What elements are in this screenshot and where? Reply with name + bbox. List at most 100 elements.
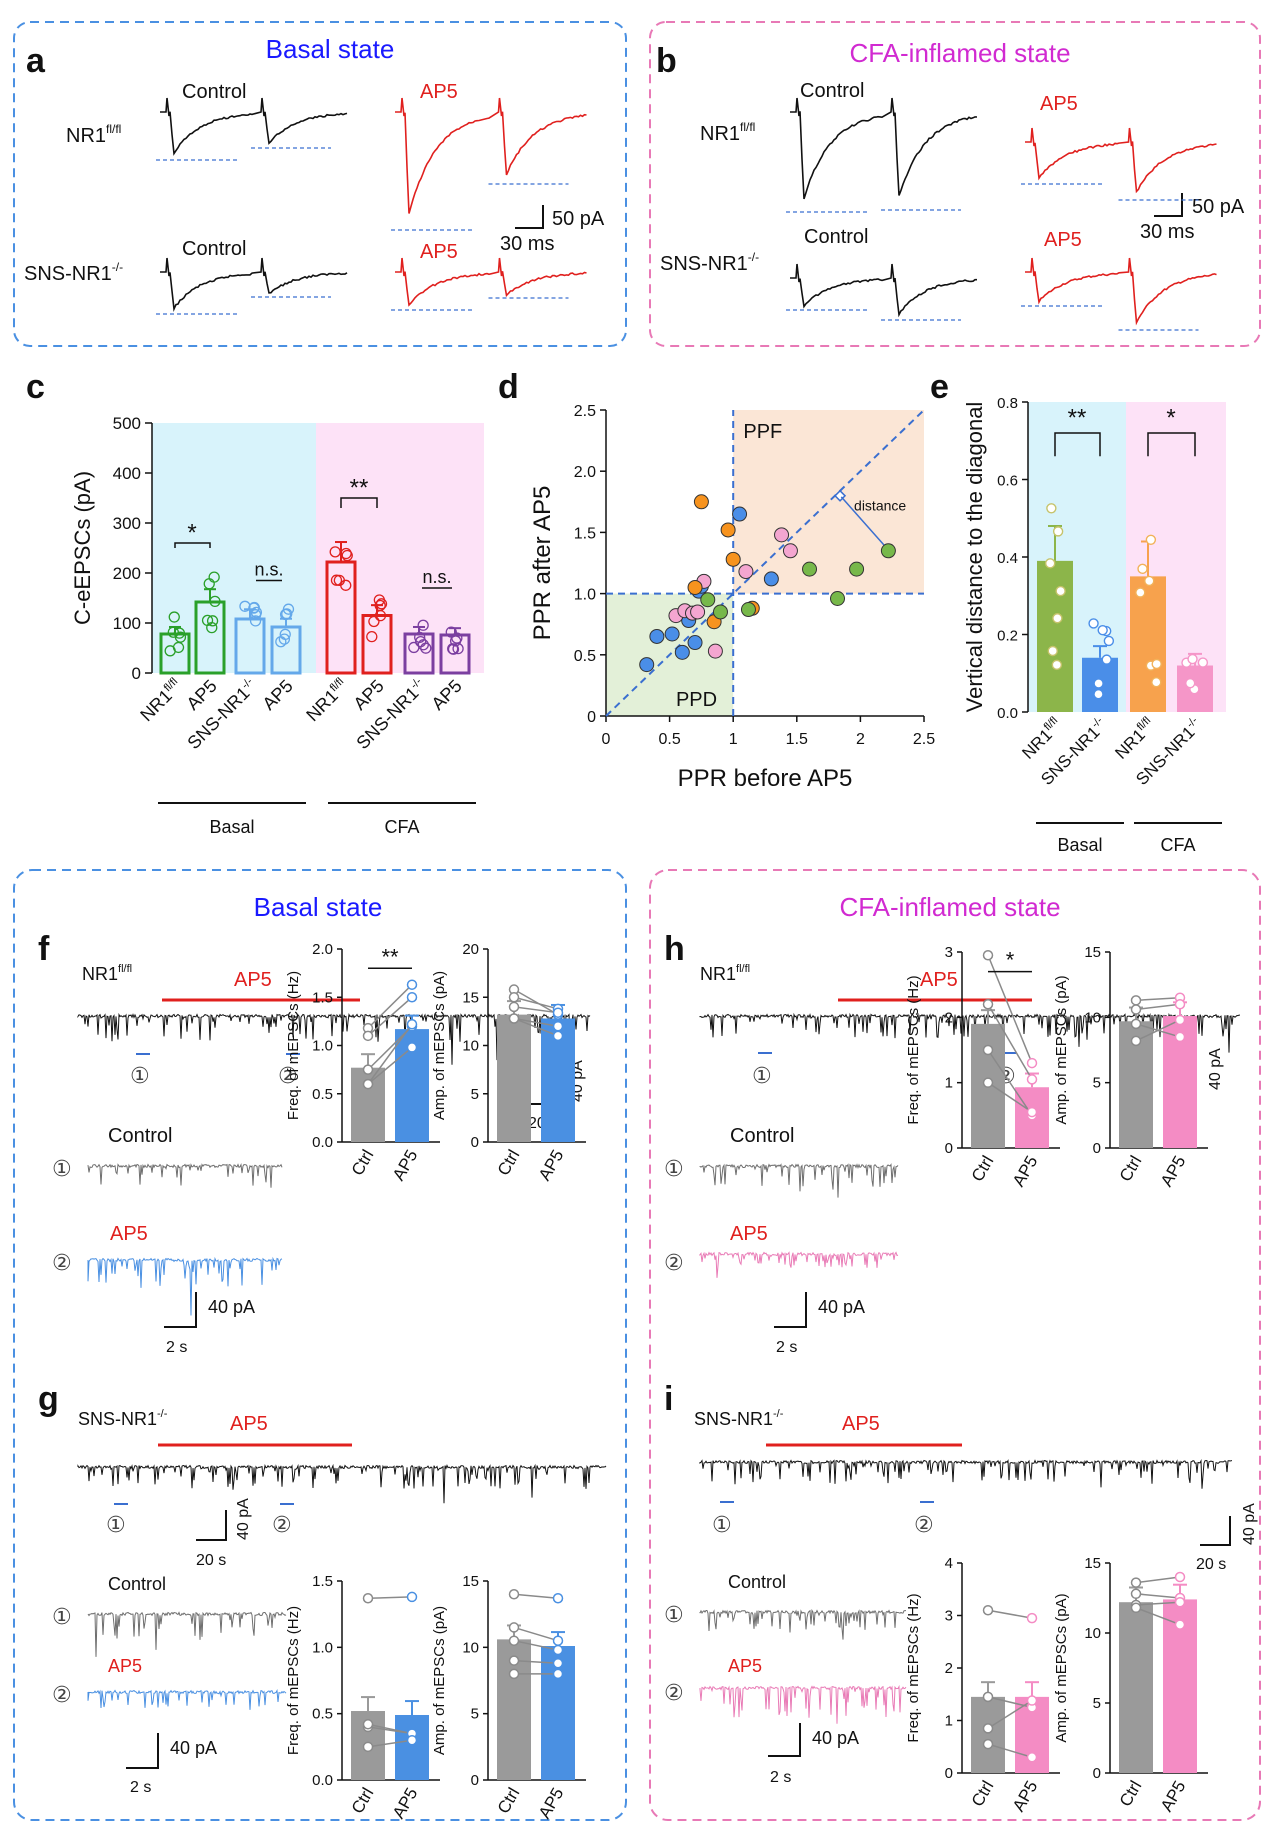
i-scale-s: 20 s: [1196, 1556, 1226, 1573]
e-sig-bracket-2: [1147, 432, 1196, 457]
g_amp-y-tick-label: 15: [462, 1573, 479, 1590]
d-ppd-label: PPD: [676, 689, 717, 711]
g_amp-y-tick-label: 0: [471, 1772, 479, 1789]
g-ap5-inset-label: AP5: [108, 1656, 142, 1676]
g_amp-y-tick-label: 5: [471, 1706, 479, 1723]
h_amp-ctrl-point: [1130, 1018, 1142, 1030]
f_freq-pair-line: [367, 1023, 413, 1085]
i_freq-ctrl-point: [982, 1723, 994, 1734]
a-control-label-2: Control: [182, 238, 246, 260]
e-point: [1187, 653, 1198, 665]
i-ap5-label: AP5: [842, 1413, 880, 1435]
panel-label-g: g: [38, 1380, 59, 1418]
i_freq-y-tick-label: 0: [945, 1765, 953, 1782]
c-group-label-basal: Basal: [209, 817, 254, 837]
e-point: [1044, 558, 1056, 569]
h_amp-pair-line: [1135, 1019, 1181, 1042]
f_amp-y-tick-label: 10: [462, 1038, 479, 1055]
b-control-label-2: Control: [804, 226, 868, 248]
d-point: [782, 543, 798, 559]
e-sig-bracket-1: [1054, 432, 1101, 457]
f-inset-scale-pa: 40 pA: [208, 1297, 255, 1317]
h_freq-sig: *: [1006, 948, 1015, 973]
i_freq-ap5-point: [1026, 1612, 1038, 1624]
e-point: [1052, 526, 1064, 537]
d-x-tick-label: 2.5: [913, 731, 935, 748]
e-group-label-cfa: CFA: [1160, 835, 1195, 855]
d-point: [649, 628, 665, 644]
f_freq-sig: **: [381, 944, 399, 969]
c-point: [451, 632, 463, 644]
f_amp-ap5-point: [552, 1007, 564, 1018]
h-inset-marker-2: ②: [664, 1250, 684, 1275]
c-point: [209, 595, 221, 608]
h_freq-y-tick-label: 2: [945, 1009, 953, 1026]
i_freq-ap5-point: [1026, 1695, 1038, 1706]
a-sns-ap5-trace: [395, 257, 587, 307]
f_freq-x-tick-label: Ctrl: [348, 1147, 378, 1179]
d-point: [700, 592, 716, 608]
i_amp-pair-line: [1135, 1576, 1181, 1584]
i-inset-scale-pa: 40 pA: [812, 1728, 859, 1748]
d-x-tick-label: 2: [856, 731, 865, 748]
c-point: [167, 626, 179, 638]
e-point: [1093, 689, 1104, 700]
g_amp-x-tick-label: Ctrl: [494, 1785, 524, 1817]
i_freq-ctrl-point: [982, 1691, 994, 1703]
f-inset-marker-2: ②: [52, 1250, 72, 1275]
d-distance-line: [840, 496, 887, 548]
d-point: [738, 564, 754, 580]
c-point: [341, 549, 353, 562]
i_amp-x-tick-label: Ctrl: [1116, 1778, 1146, 1810]
f_freq-ctrl-point: [362, 1064, 374, 1075]
e-sig-2: *: [1166, 404, 1175, 431]
f_amp-y-tick-label: 20: [462, 941, 479, 958]
h_amp-ap5-point: [1174, 999, 1186, 1010]
b-scale-bar: [1154, 193, 1183, 217]
i-sns-label: SNS-NR1-/-: [694, 1408, 784, 1429]
a-nr1-control-trace: [160, 97, 348, 156]
c-point: [340, 547, 352, 560]
f_freq-pair-line: [367, 1046, 413, 1085]
h_amp-ap5-point: [1174, 1031, 1186, 1043]
a-ap5-label: AP5: [420, 81, 458, 103]
evoked-traces: [156, 97, 1217, 331]
h-control-label: Control: [730, 1125, 794, 1147]
g-inset-control-trace: [87, 1611, 287, 1657]
i_freq-pair-line: [987, 1743, 1033, 1758]
f_amp-ctrl-point: [508, 992, 520, 1003]
e-point: [1145, 534, 1157, 545]
g_amp-pair-line: [513, 1659, 559, 1665]
b-control-label: Control: [800, 80, 864, 102]
g_amp-pair-line: [513, 1639, 559, 1651]
i_amp-ap5-point: [1174, 1571, 1186, 1583]
c-x-tick-label: AP5: [428, 676, 466, 714]
d-diagonal: [605, 409, 925, 717]
i_amp-bar: [1119, 1602, 1153, 1773]
basal-bottom-box: [13, 869, 627, 1821]
g_freq-pair-line: [367, 1596, 413, 1599]
e-y-tick-label: 0.8: [997, 395, 1018, 412]
h_freq-y-tick-label: 0: [945, 1140, 953, 1157]
f_freq-ap5-point: [406, 992, 418, 1003]
a-nr1-label: NR1fl/fl: [66, 122, 121, 147]
g_freq-y-tick-label: 0.5: [312, 1706, 333, 1723]
i-inset-control-trace: [699, 1608, 906, 1640]
h-nr1-label: NR1fl/fl: [700, 963, 750, 984]
c-sig-bracket-3: [340, 497, 378, 508]
g_amp-ap5-point: [552, 1644, 564, 1656]
d-y-tick-label: 2.0: [574, 464, 596, 481]
h_freq-y-tick-label: 1: [945, 1075, 953, 1092]
i_amp-y-tick-label: 0: [1093, 1765, 1101, 1782]
f_freq-y-tick-label: 2.0: [312, 941, 333, 958]
i_amp-y-tick-label: 5: [1093, 1695, 1101, 1712]
i_amp-x-tick-label: AP5: [1157, 1778, 1190, 1815]
c-group-label-cfa: CFA: [384, 817, 419, 837]
g_amp-ap5-point: [552, 1658, 564, 1669]
b-ap5-label-2: AP5: [1044, 229, 1082, 251]
d-point: [690, 604, 706, 620]
c-point: [201, 614, 214, 627]
cfa-bottom-box: [649, 869, 1261, 1821]
f_amp-x-tick-label: Ctrl: [494, 1147, 524, 1179]
c-point: [281, 608, 293, 620]
